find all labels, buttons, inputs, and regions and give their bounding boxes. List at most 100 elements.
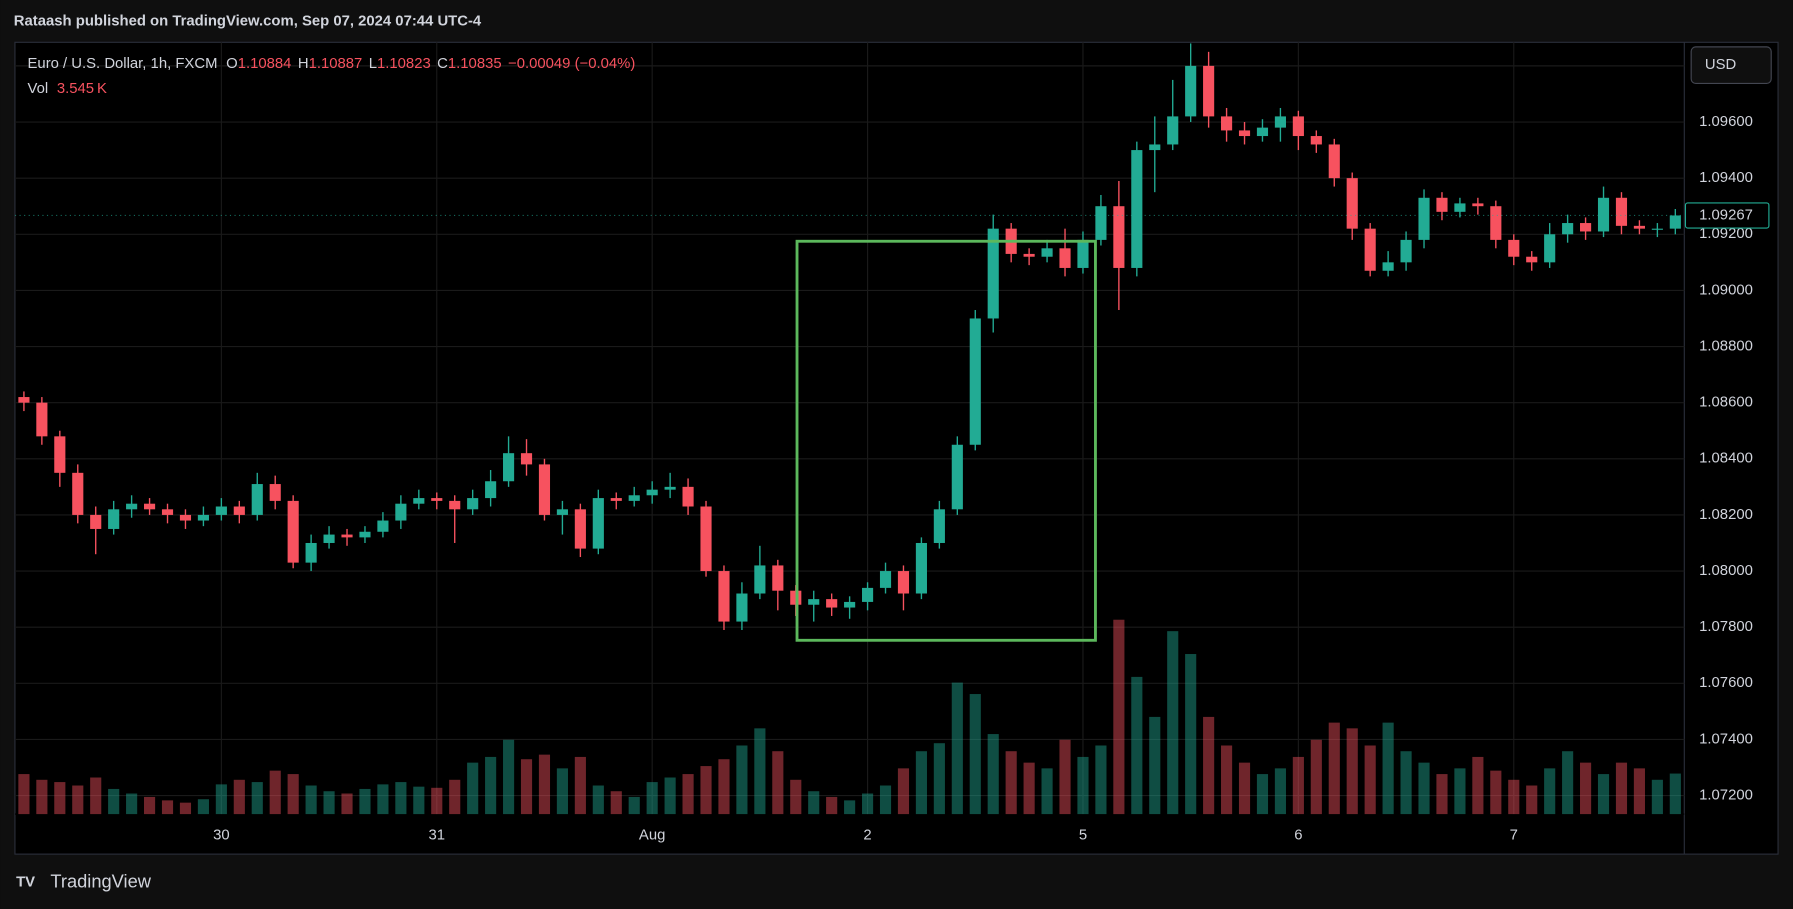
candle-body: [1490, 206, 1502, 240]
candle-body: [1077, 239, 1089, 268]
y-tick-label: 1.09600: [1699, 114, 1753, 130]
volume-bar: [54, 782, 66, 815]
candle-body: [808, 599, 820, 605]
candle-body: [862, 587, 874, 602]
y-tick-label: 1.08400: [1699, 451, 1753, 467]
candle-body: [1113, 206, 1125, 268]
candle-body: [700, 506, 712, 572]
candle-body: [1167, 116, 1179, 145]
volume-bar: [179, 802, 192, 815]
candle-body: [1310, 136, 1322, 145]
volume-bar: [1256, 774, 1269, 815]
volume-bar: [1346, 728, 1358, 815]
candle-body: [826, 599, 838, 608]
volume-bar: [574, 756, 586, 815]
volume-bar: [826, 796, 838, 815]
volume-bar: [1185, 654, 1197, 815]
volume-bar: [108, 788, 120, 815]
volume-bar: [305, 785, 317, 815]
volume-bar: [1382, 722, 1394, 815]
volume-bar: [233, 779, 245, 815]
volume-bar: [1580, 762, 1592, 815]
volume-bar: [1113, 619, 1125, 815]
symbol: Euro / U.S. Dollar, 1h, FXCM: [28, 56, 218, 72]
candle-body: [1382, 262, 1394, 271]
volume-bar: [161, 800, 174, 815]
candle-body: [844, 601, 856, 608]
candle-body: [36, 402, 48, 437]
candle-body: [556, 509, 568, 515]
candle-body: [718, 571, 730, 622]
candle-body: [1436, 197, 1448, 212]
candle-body: [161, 509, 174, 515]
candle-body: [664, 486, 676, 490]
candle-body: [520, 453, 533, 465]
candle-body: [485, 481, 497, 499]
volume-bar: [485, 756, 497, 815]
candle-body: [592, 498, 604, 549]
candle-body: [1562, 223, 1574, 235]
volume-bar: [808, 791, 820, 815]
volume-bar: [1454, 768, 1466, 815]
candle-body: [646, 489, 658, 496]
volume-bar: [359, 788, 371, 815]
y-tick-label: 1.08200: [1699, 507, 1753, 523]
y-tick-label: 1.08000: [1699, 563, 1753, 579]
volume-bar: [1597, 774, 1610, 815]
candle-body: [987, 228, 999, 319]
y-tick-label: 1.07600: [1699, 675, 1753, 691]
candle-body: [915, 542, 927, 594]
candle-body: [969, 318, 981, 445]
candle-body: [179, 514, 192, 521]
volume-bar: [682, 774, 694, 815]
vol-label: Vol: [28, 81, 49, 97]
vol-line: Vol 3.545 K: [28, 81, 108, 97]
candle-body: [1149, 144, 1161, 151]
volume-bar: [1400, 751, 1412, 815]
candle-body: [323, 534, 335, 543]
volume-bar: [1310, 739, 1322, 815]
logo-mark: TV: [16, 875, 35, 891]
volume-bar: [126, 793, 138, 815]
y-tick-label: 1.09000: [1699, 282, 1753, 298]
c-label: C: [437, 56, 448, 72]
candle-body: [197, 514, 209, 521]
candle-body: [1400, 239, 1412, 263]
volume-bar: [987, 734, 999, 815]
volume-bar: [1328, 722, 1340, 815]
volume-bar: [90, 777, 102, 815]
candle-body: [897, 571, 910, 594]
volume-bar: [395, 782, 407, 815]
candle-body: [1651, 228, 1663, 230]
candle-body: [754, 565, 766, 594]
l-value: 1.10823: [377, 56, 431, 72]
candle-body: [538, 464, 551, 515]
y-tick-label: 1.07800: [1699, 619, 1753, 635]
volume-bar: [1005, 751, 1017, 815]
currency-button[interactable]: [1690, 46, 1772, 85]
volume-bar: [323, 791, 335, 815]
candle-body: [1508, 239, 1520, 257]
currency[interactable]: USD: [1705, 57, 1737, 73]
volume-bar: [951, 682, 963, 815]
volume-bar: [197, 799, 209, 815]
volume-bar: [520, 759, 533, 815]
candle-body: [682, 486, 694, 507]
volume-bar: [1651, 779, 1663, 815]
candle-body: [251, 484, 263, 515]
candle-body: [269, 484, 281, 501]
volume-bar: [1023, 762, 1035, 815]
legend-line: Euro / U.S. Dollar, 1h, FXCM O1.10884 H1…: [28, 56, 636, 72]
volume-bar: [1077, 756, 1089, 815]
candle-body: [1292, 116, 1304, 137]
candle-body: [467, 498, 479, 510]
volume-bar: [1131, 676, 1143, 815]
candle-body: [54, 436, 66, 473]
volume-bar: [915, 751, 927, 815]
last-price-label: 1.09267: [1699, 207, 1753, 223]
volume-bar: [1167, 631, 1179, 815]
candle-body: [1274, 116, 1286, 128]
volume-bar: [933, 743, 945, 815]
volume-bar: [36, 779, 48, 815]
volume-bar: [431, 787, 443, 815]
